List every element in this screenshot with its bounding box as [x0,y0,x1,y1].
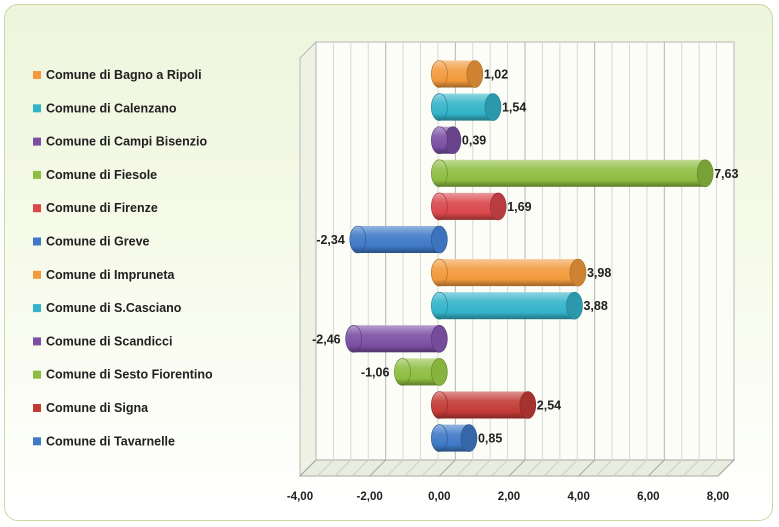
legend-label: Comune di Calenzano [46,101,177,115]
legend-swatch [33,437,41,446]
value-label: -2,34 [316,233,345,247]
floor-gridline [473,459,491,477]
legend-item: Comune di Signa [33,401,149,415]
floor-gridline [438,459,456,477]
floor-gridline [700,459,717,477]
legend-swatch [33,304,41,313]
legend-swatch [33,337,41,346]
bar [431,126,462,154]
legend-item: Comune di Campi Bisenzio [33,135,207,149]
legend-label: Comune di Firenze [46,201,158,215]
floor-gridline [647,459,665,477]
x-tick-label: 2,00 [498,491,520,503]
legend-label: Comune di Scandicci [46,334,172,348]
value-label: 3,88 [583,299,607,313]
floor-gridline [299,459,317,477]
value-labels: 1,02 1,54 0,39 7,63 1,69 -2,34 3,98 3,88 -2,46 -1… [312,68,738,446]
value-label: 1,02 [484,68,508,82]
x-tick-label: -2,00 [357,491,383,503]
floor-gridline [682,459,700,477]
legend-label: Comune di Campi Bisenzio [46,135,207,149]
legend-swatch [33,204,41,213]
floor-gridline [560,459,578,477]
legend-swatch [33,137,41,146]
legend-item: Comune di Fiesole [33,168,157,182]
floor-gridline [351,459,369,477]
floor-gridline [595,459,613,477]
x-tick-label: -4,00 [287,491,313,503]
x-tick-label: 4,00 [567,491,589,503]
floor-gridline [578,459,596,477]
value-label: -1,06 [361,365,390,379]
legend-swatch [33,170,41,179]
legend-swatch [33,104,41,113]
bar [431,60,484,88]
floor-gridline [717,459,735,477]
floor-gridline [386,459,404,477]
x-tick-label: 8,00 [707,491,729,503]
legend-label: Comune di Bagno a Ripoli [46,68,202,82]
legend-label: Comune di Fiesole [46,168,157,182]
legend: Comune di Bagno a Ripoli Comune di Calenz… [33,68,213,448]
legend-label: Comune di Sesto Fiorentino [46,368,213,382]
x-axis-ticks: -4,00 -2,00 0,00 2,00 4,00 6,00 8,00 [287,491,729,503]
legend-item: Comune di Bagno a Ripoli [33,68,202,82]
bar [431,291,583,320]
floor-gridline [613,459,630,477]
floor-gridline [317,459,334,477]
legend-swatch [33,270,41,279]
floor-gridline [334,459,352,477]
legend-swatch [33,237,41,246]
floor-gridline [491,459,508,477]
value-label: 1,69 [507,200,531,214]
bar [431,391,537,419]
side-wall [299,40,317,478]
floor-gridline [508,459,526,477]
legend-item: Comune di Firenze [33,201,158,215]
legend-item: Comune di Scandicci [33,334,172,348]
x-tick-label: 0,00 [428,491,450,503]
bar [431,192,507,221]
bar [394,358,448,386]
value-label: 7,63 [714,167,738,181]
x-tick-label: 6,00 [637,491,659,503]
value-label: 1,54 [502,101,526,115]
bar [349,225,448,254]
legend-label: Comune di Tavarnelle [46,434,175,448]
floor-gridline [421,459,439,477]
bar [431,424,478,452]
legend-swatch [33,71,41,79]
floor-gridline [526,459,543,477]
legend-swatch [33,404,41,412]
legend-swatch [33,370,41,379]
value-label: 0,39 [462,134,486,148]
bar [431,159,714,188]
legend-item: Comune di S.Casciano [33,301,182,315]
floor-gridline [369,459,387,477]
floor-gridline [456,459,474,477]
value-label: -2,46 [312,332,341,346]
legend-label: Comune di Signa [46,401,149,415]
floor-gridline [630,459,648,477]
legend-item: Comune di Greve [33,235,150,249]
bar [345,324,448,353]
legend-item: Comune di Tavarnelle [33,434,175,448]
floor-gridline [543,459,561,477]
legend-item: Comune di Sesto Fiorentino [33,368,213,382]
bar [431,258,587,287]
legend-item: Comune di Impruneta [33,268,176,282]
legend-item: Comune di Calenzano [33,101,177,115]
value-label: 3,98 [587,266,611,280]
legend-label: Comune di Impruneta [46,268,176,282]
legend-label: Comune di S.Casciano [46,301,182,315]
value-label: 2,54 [537,399,561,413]
legend-label: Comune di Greve [46,235,150,249]
bars [345,60,714,452]
value-label: 0,85 [478,432,502,446]
bar [431,93,502,121]
floor-gridline [665,459,683,477]
floor-gridline [404,459,421,477]
